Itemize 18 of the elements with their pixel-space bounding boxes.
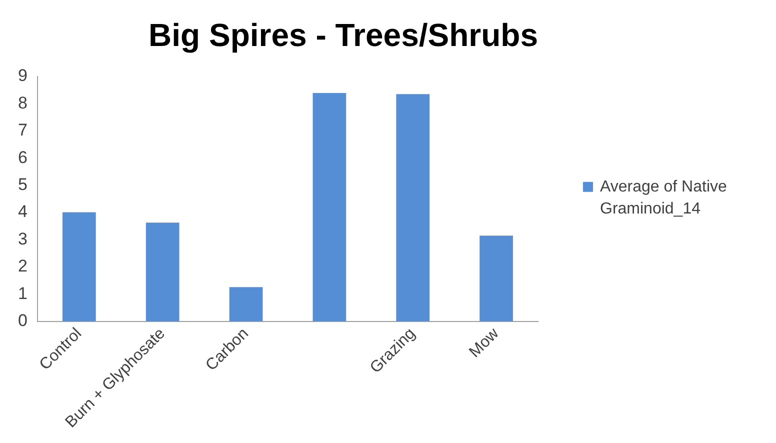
y-tick-label: 1 <box>18 284 28 303</box>
bar <box>229 287 263 322</box>
y-tick-label: 8 <box>18 93 28 112</box>
y-tick-label: 3 <box>18 229 28 248</box>
bar <box>396 94 430 322</box>
chart-title: Big Spires - Trees/Shrubs <box>148 17 538 54</box>
bar <box>312 93 346 322</box>
y-tick-label: 4 <box>18 202 28 222</box>
y-tick-label: 2 <box>18 256 28 276</box>
legend-label: Average of Native Graminoid_14 <box>600 178 727 218</box>
bar <box>480 236 513 322</box>
y-tick-label: 9 <box>18 66 28 86</box>
bar <box>62 212 96 322</box>
y-tick-label: 6 <box>18 148 28 167</box>
bar <box>146 222 180 322</box>
y-tick-label: 5 <box>18 174 28 194</box>
y-tick-label: 0 <box>18 311 28 330</box>
y-tick-label: 7 <box>18 120 28 140</box>
